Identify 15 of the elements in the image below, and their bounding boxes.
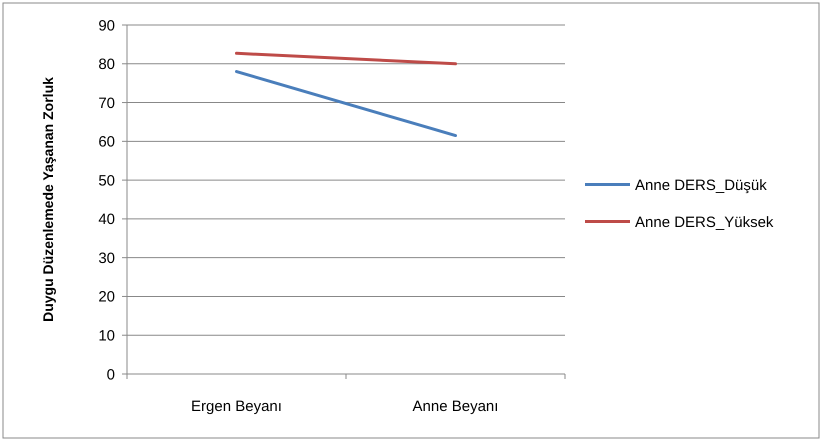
y-tick-label: 0 [106,366,115,384]
y-tick-label: 50 [98,172,115,190]
y-tick-label: 60 [98,134,115,151]
y-tick-label: 30 [98,250,115,267]
y-tick-label: 70 [98,94,115,112]
x-tick-label: Ergen Beyanı [191,398,282,415]
x-tick-label: Anne Beyanı [412,398,498,415]
y-tick-label: 90 [98,17,115,34]
legend-label: Anne DERS_Düşük [635,176,768,194]
y-tick-label: 20 [98,288,115,306]
legend-label: Anne DERS_Yüksek [635,214,774,231]
y-tick-label: 40 [98,211,115,228]
y-tick-label: 80 [98,56,115,74]
y-axis-title: Duygu Düzenlemede Yaşanan Zorluk [40,76,56,322]
y-tick-label: 10 [98,327,115,344]
